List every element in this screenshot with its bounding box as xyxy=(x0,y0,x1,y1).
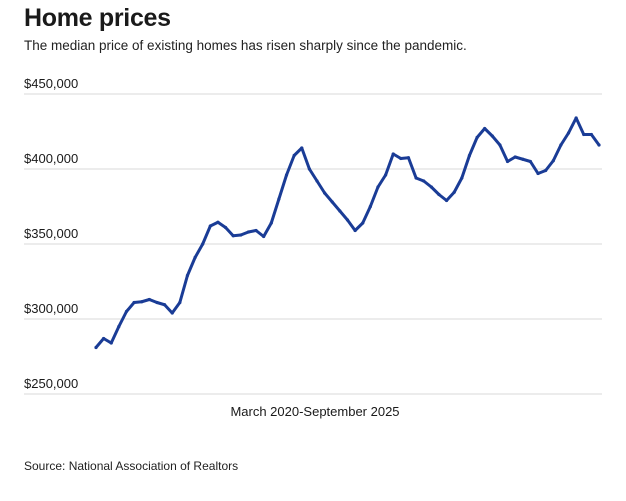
data-point xyxy=(323,191,327,195)
data-point xyxy=(521,157,525,161)
x-axis-label: March 2020-September 2025 xyxy=(230,404,399,419)
data-point xyxy=(147,297,151,302)
data-point xyxy=(574,116,578,120)
data-point xyxy=(559,143,563,147)
data-point xyxy=(262,234,266,239)
data-point xyxy=(140,300,144,304)
data-point xyxy=(185,273,190,278)
data-point xyxy=(391,152,395,156)
data-point xyxy=(536,171,540,176)
data-point xyxy=(498,143,502,147)
data-point xyxy=(269,221,273,225)
data-point xyxy=(437,192,441,197)
data-point xyxy=(368,204,372,209)
data-point xyxy=(292,153,296,158)
data-point xyxy=(513,155,517,159)
data-point xyxy=(178,300,182,305)
data-point xyxy=(422,179,426,183)
data-point xyxy=(490,134,494,138)
chart-subtitle: The median price of existing homes has r… xyxy=(24,38,467,53)
data-point xyxy=(551,159,555,163)
data-point xyxy=(193,255,197,260)
data-point xyxy=(467,153,472,158)
data-points xyxy=(94,116,601,350)
data-point xyxy=(566,131,571,135)
y-tick-label: $400,000 xyxy=(24,151,78,166)
data-point xyxy=(239,233,243,237)
data-point xyxy=(384,173,388,177)
gridlines xyxy=(24,93,602,395)
data-point xyxy=(102,336,106,341)
data-point xyxy=(109,341,113,345)
y-tick-label: $250,000 xyxy=(24,376,78,391)
data-point xyxy=(483,126,487,131)
data-point xyxy=(505,159,510,164)
data-point xyxy=(246,230,251,234)
data-point xyxy=(216,220,220,224)
y-tick-label: $300,000 xyxy=(24,301,78,316)
data-point xyxy=(284,173,289,177)
data-point xyxy=(452,190,456,194)
y-tick-label: $450,000 xyxy=(24,76,78,91)
y-tick-label: $350,000 xyxy=(24,226,78,241)
data-point xyxy=(277,197,281,201)
data-point xyxy=(376,185,380,189)
data-point xyxy=(528,159,533,164)
data-point xyxy=(300,146,304,150)
data-point xyxy=(338,209,342,213)
data-point xyxy=(254,228,258,233)
data-point xyxy=(361,221,365,225)
data-point xyxy=(597,143,601,147)
data-point xyxy=(307,167,311,171)
data-point xyxy=(399,156,403,161)
data-point xyxy=(124,309,129,314)
line-chart: $450,000 $400,000 $350,000 $300,000 $250,000… xyxy=(24,76,602,419)
data-point xyxy=(582,132,586,137)
data-point xyxy=(117,324,121,329)
data-point xyxy=(170,311,174,315)
data-point xyxy=(414,176,418,180)
data-point xyxy=(132,300,136,305)
data-point xyxy=(223,225,228,230)
chart-title: Home prices xyxy=(24,4,171,32)
y-axis-ticks: $450,000 $400,000 $350,000 $300,000 $250,000 xyxy=(24,76,78,391)
data-point xyxy=(460,176,464,180)
data-point xyxy=(589,132,593,137)
data-point xyxy=(208,224,212,228)
data-point xyxy=(201,242,205,246)
data-point xyxy=(162,303,167,307)
data-point xyxy=(406,156,411,160)
data-point xyxy=(544,168,548,173)
data-point xyxy=(429,185,433,189)
data-point xyxy=(353,228,357,233)
data-point xyxy=(94,345,98,350)
data-point xyxy=(444,198,449,203)
data-point xyxy=(315,179,319,183)
data-point xyxy=(330,200,334,204)
data-point xyxy=(155,300,159,305)
data-point xyxy=(345,218,350,222)
data-point xyxy=(231,234,235,238)
data-point xyxy=(475,135,479,140)
source-note: Source: National Association of Realtors xyxy=(24,459,239,473)
